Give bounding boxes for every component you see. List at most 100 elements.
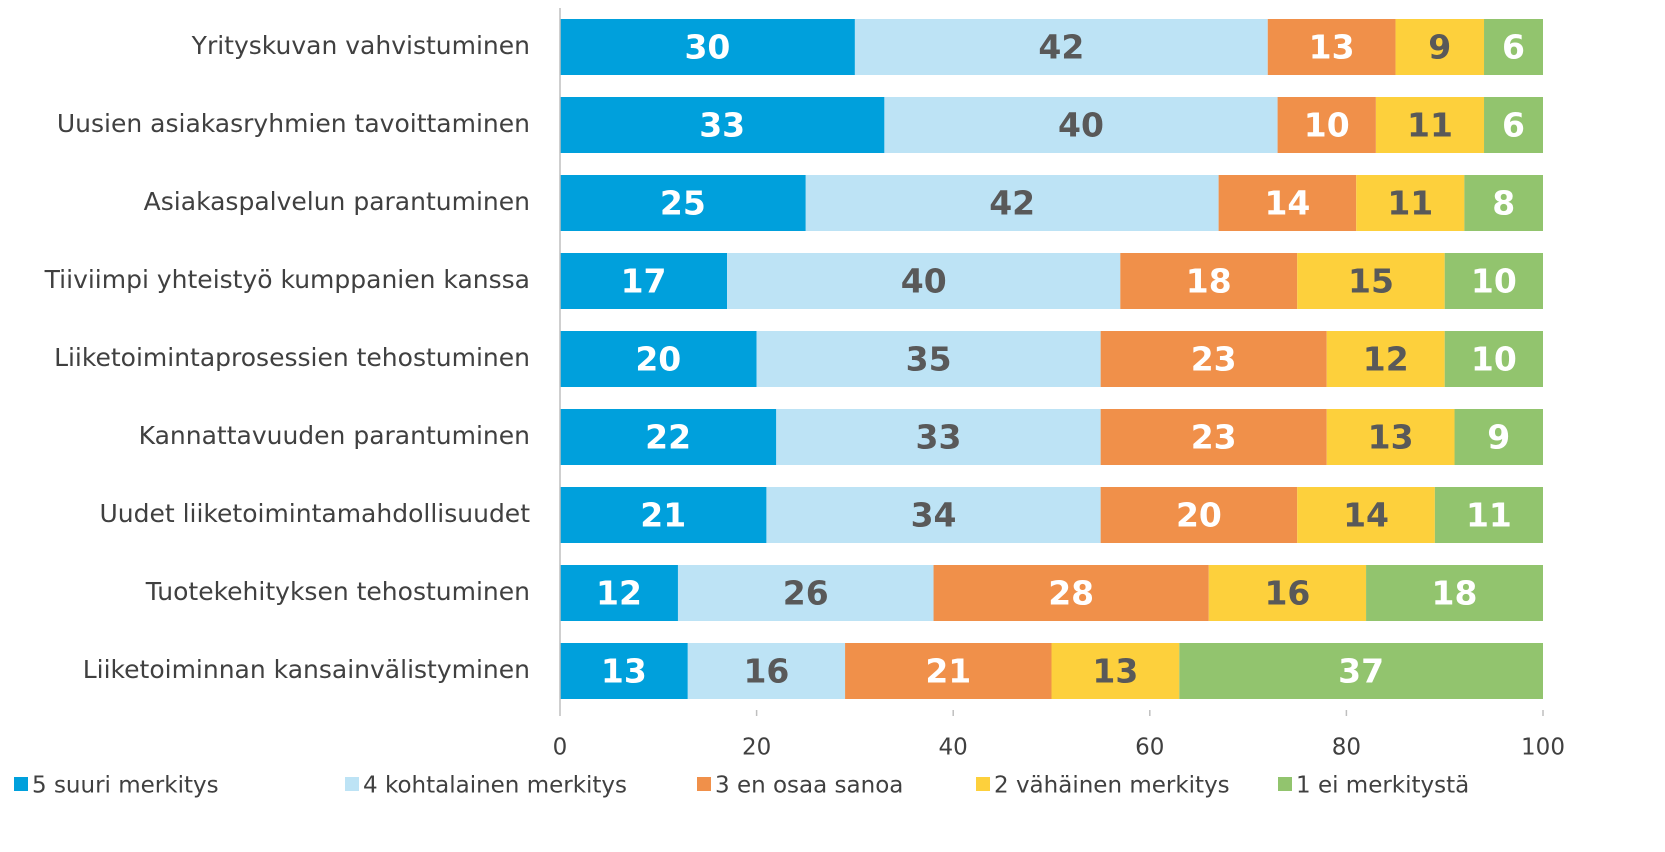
value-label: 13 xyxy=(601,652,647,691)
bar-segment xyxy=(756,331,1101,387)
bar-segment xyxy=(687,643,846,699)
value-label: 12 xyxy=(1363,340,1409,379)
bar-segment xyxy=(1375,97,1485,153)
bar-segment xyxy=(1179,643,1543,699)
value-label: 11 xyxy=(1387,184,1433,223)
value-label: 16 xyxy=(743,652,789,691)
bar-segment xyxy=(1277,97,1376,153)
value-label: 16 xyxy=(1264,574,1310,613)
bar-segment xyxy=(560,487,767,543)
value-label: 14 xyxy=(1343,496,1389,535)
value-label: 42 xyxy=(1038,28,1084,67)
bar-segment xyxy=(845,643,1052,699)
bar-segment xyxy=(1326,409,1455,465)
x-tick-label: 100 xyxy=(1521,735,1565,761)
category-label: Liiketoiminnan kansainvälistyminen xyxy=(83,655,530,684)
bar-segment xyxy=(1208,565,1367,621)
value-label: 10 xyxy=(1471,340,1517,379)
bar-segment xyxy=(1297,253,1445,309)
value-label: 13 xyxy=(1309,28,1355,67)
value-label: 23 xyxy=(1191,418,1237,457)
value-label: 25 xyxy=(660,184,706,223)
legend-label: 1 ei merkitystä xyxy=(1296,773,1469,799)
bar-segment xyxy=(776,409,1101,465)
bar-segment xyxy=(1444,331,1543,387)
value-label: 26 xyxy=(783,574,829,613)
x-tick-label: 40 xyxy=(939,735,968,761)
value-label: 35 xyxy=(906,340,952,379)
value-label: 14 xyxy=(1264,184,1310,223)
bar-segment xyxy=(560,409,777,465)
value-label: 12 xyxy=(596,574,642,613)
x-tick-label: 80 xyxy=(1332,735,1361,761)
bar-segment xyxy=(1120,253,1298,309)
value-label: 30 xyxy=(684,28,730,67)
category-label: Tuotekehityksen tehostuminen xyxy=(145,577,530,606)
bar-segment xyxy=(1267,19,1396,75)
value-label: 37 xyxy=(1338,652,1384,691)
category-label: Asiakaspalvelun parantuminen xyxy=(144,187,530,216)
bar-segment xyxy=(1366,565,1543,621)
value-label: 28 xyxy=(1048,574,1094,613)
legend-swatch xyxy=(345,777,359,791)
bar-segment xyxy=(1395,19,1485,75)
legend-label: 2 vähäinen merkitys xyxy=(994,773,1230,799)
bar-segment xyxy=(766,487,1101,543)
bar-segment xyxy=(1356,175,1465,231)
bar-segment xyxy=(560,253,728,309)
value-label: 23 xyxy=(1191,340,1237,379)
value-label: 10 xyxy=(1471,262,1517,301)
bar-segment xyxy=(1218,175,1357,231)
value-label: 20 xyxy=(635,340,681,379)
value-label: 8 xyxy=(1492,184,1515,223)
bar-segment xyxy=(560,97,885,153)
legend-swatch xyxy=(14,777,28,791)
bar-segment xyxy=(933,565,1209,621)
bar-segment xyxy=(1100,331,1327,387)
value-label: 21 xyxy=(925,652,971,691)
bar-segment xyxy=(1326,331,1445,387)
category-label: Uusien asiakasryhmien tavoittaminen xyxy=(57,109,530,138)
legend-label: 3 en osaa sanoa xyxy=(715,773,903,799)
value-label: 40 xyxy=(901,262,947,301)
value-label: 15 xyxy=(1348,262,1394,301)
bar-segment xyxy=(1297,487,1435,543)
bar-segment xyxy=(677,565,934,621)
value-label: 40 xyxy=(1058,106,1104,145)
value-label: 11 xyxy=(1407,106,1453,145)
bar-segment xyxy=(1434,487,1543,543)
value-label: 21 xyxy=(640,496,686,535)
value-label: 11 xyxy=(1466,496,1512,535)
value-label: 33 xyxy=(915,418,961,457)
value-label: 6 xyxy=(1502,106,1525,145)
bar-segment xyxy=(727,253,1121,309)
legend-swatch xyxy=(976,777,990,791)
legend-swatch xyxy=(1278,777,1292,791)
value-label: 33 xyxy=(699,106,745,145)
bar-segment xyxy=(1484,97,1543,153)
x-tick-label: 0 xyxy=(553,735,568,761)
bar-segment xyxy=(1454,409,1543,465)
value-label: 18 xyxy=(1432,574,1478,613)
bar-segment xyxy=(560,331,757,387)
bar-segment xyxy=(1444,253,1543,309)
value-label: 13 xyxy=(1368,418,1414,457)
value-label: 13 xyxy=(1092,652,1138,691)
bar-segment xyxy=(1464,175,1543,231)
bar-segment xyxy=(854,19,1268,75)
category-label: Yrityskuvan vahvistuminen xyxy=(191,31,530,60)
value-label: 9 xyxy=(1487,418,1510,457)
value-label: 20 xyxy=(1176,496,1222,535)
x-tick-label: 20 xyxy=(742,735,771,761)
bar-segment xyxy=(1484,19,1543,75)
category-label: Kannattavuuden parantuminen xyxy=(139,421,530,450)
category-label: Liiketoimintaprosessien tehostuminen xyxy=(54,343,530,372)
legend-label: 5 suuri merkitys xyxy=(32,773,219,799)
bar-segment xyxy=(1051,643,1180,699)
value-label: 42 xyxy=(989,184,1035,223)
bar-segment xyxy=(560,565,678,621)
value-label: 22 xyxy=(645,418,691,457)
value-label: 17 xyxy=(621,262,667,301)
bar-segment xyxy=(560,643,688,699)
